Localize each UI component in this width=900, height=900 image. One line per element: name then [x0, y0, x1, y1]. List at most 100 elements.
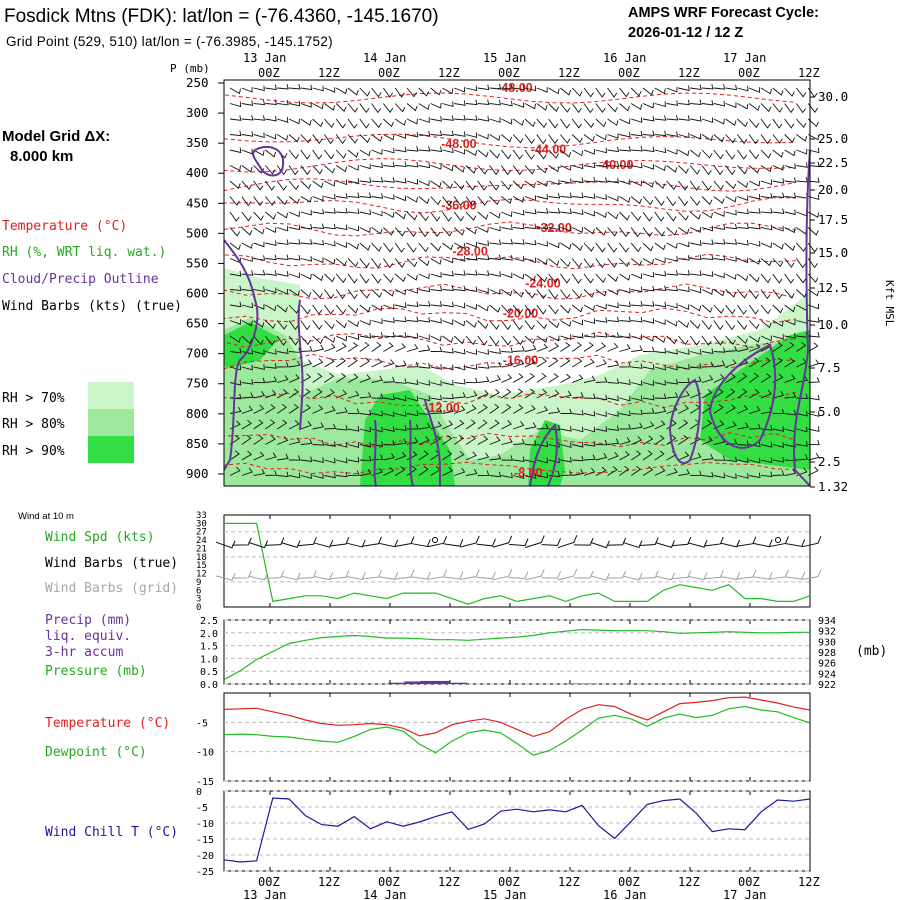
wind-barb — [418, 436, 430, 445]
wind-barb — [359, 134, 371, 144]
wind-barb — [265, 363, 277, 369]
wind-barb — [713, 224, 726, 231]
wind-barb — [253, 85, 265, 92]
pressure-tick-250: 250 — [186, 75, 209, 90]
height-unit-label: Kft MSL — [883, 280, 896, 327]
wind-barb — [324, 194, 336, 200]
wind-barb — [524, 180, 536, 189]
wind-barb — [383, 289, 395, 297]
precip-ytick: 2.5 — [200, 616, 218, 627]
temperature-label: Temperature (°C) — [45, 716, 170, 731]
rh-90-swatch — [88, 436, 134, 463]
wind-barb — [536, 343, 548, 352]
wind-barb — [536, 372, 547, 383]
legend-cloud: Cloud/Precip Outline — [2, 272, 159, 287]
wind-barb — [477, 470, 490, 476]
wind-barb — [642, 211, 653, 222]
wind-barb — [595, 426, 608, 432]
wind-barb — [418, 180, 430, 187]
wind-barb — [619, 87, 630, 98]
wind-barb — [713, 149, 724, 160]
wind-barb — [312, 149, 323, 160]
top-time-tick: 12Z — [438, 66, 460, 80]
wind-barb — [430, 258, 442, 265]
wind-barb — [241, 434, 252, 445]
wind-barb — [595, 342, 607, 352]
wind-barb — [807, 466, 819, 476]
wind-barb — [548, 103, 560, 112]
wind-barb — [701, 165, 712, 176]
temp-panel-frame — [223, 692, 811, 782]
wind-barb — [631, 117, 643, 123]
top-time-tick: 12Z — [318, 66, 340, 80]
wind-barb — [253, 434, 264, 445]
wind-barb — [701, 289, 713, 295]
bottom-time-tick: 00Z — [738, 875, 760, 889]
wind-barb — [312, 239, 325, 246]
wind-barb — [489, 403, 500, 414]
wind-barb — [607, 289, 619, 296]
wind-barb — [631, 130, 643, 137]
wind-barb — [749, 343, 761, 352]
wind-barb — [395, 177, 407, 184]
wind-barb — [631, 317, 643, 323]
wind-barb — [784, 409, 797, 416]
wind-barb — [430, 196, 441, 206]
wind-barb — [748, 388, 760, 399]
wind-barbs — [229, 83, 820, 479]
wind-barb — [371, 87, 382, 98]
wind-barb — [701, 436, 713, 445]
precip-ytick: 1.5 — [200, 642, 218, 653]
wind-barb — [241, 256, 253, 262]
wind-barb — [501, 224, 513, 231]
wind-barb — [489, 211, 501, 219]
wind-barb — [690, 363, 702, 369]
wind-barb — [383, 439, 396, 446]
wind-barb — [536, 304, 547, 315]
wind-barb — [784, 149, 796, 157]
wind-barb — [595, 211, 607, 218]
wind-barb — [477, 180, 488, 191]
wind-barb — [760, 103, 772, 113]
wind-barb — [784, 134, 796, 143]
wind-barb — [501, 165, 511, 176]
wind-ytick: 27 — [196, 528, 207, 538]
wind-barb — [536, 118, 547, 129]
wind-barb — [300, 149, 311, 160]
wind-barb — [631, 380, 643, 386]
wind-barb — [772, 273, 783, 284]
wind-barb — [430, 335, 442, 342]
wind-barb — [654, 242, 666, 251]
wind-barb — [536, 165, 548, 174]
wind-barb — [784, 209, 796, 216]
wind-barb — [808, 303, 820, 310]
bottom-time-tick: 00Z — [258, 875, 280, 889]
wind-barb — [701, 254, 714, 261]
wind-barb — [760, 389, 772, 399]
wind-barb — [784, 374, 796, 383]
bottom-date-label: 17 Jan — [723, 888, 766, 900]
wind-barb — [383, 426, 395, 432]
wind-barb — [335, 87, 348, 95]
wind-barb — [394, 227, 406, 237]
wind-barb — [713, 360, 726, 368]
wind-barb — [312, 320, 323, 330]
wind-barb — [418, 162, 431, 169]
wind-barb — [371, 193, 384, 199]
wind-barb — [383, 211, 395, 218]
wind-barb — [524, 358, 536, 368]
wind-barb — [265, 196, 276, 206]
wind-barb — [288, 118, 300, 125]
wind-barb — [300, 84, 313, 91]
wind-barb — [347, 408, 360, 414]
wind-barb — [512, 373, 524, 383]
wind-barb — [300, 165, 311, 176]
wind-barb — [312, 289, 323, 299]
wind-barb — [560, 373, 571, 383]
wind-barb — [418, 363, 431, 369]
wind-barb — [583, 87, 594, 98]
wind-barb — [760, 442, 773, 448]
barb-true — [215, 540, 236, 549]
wind-barb — [418, 286, 431, 293]
wind-barb — [395, 360, 407, 368]
